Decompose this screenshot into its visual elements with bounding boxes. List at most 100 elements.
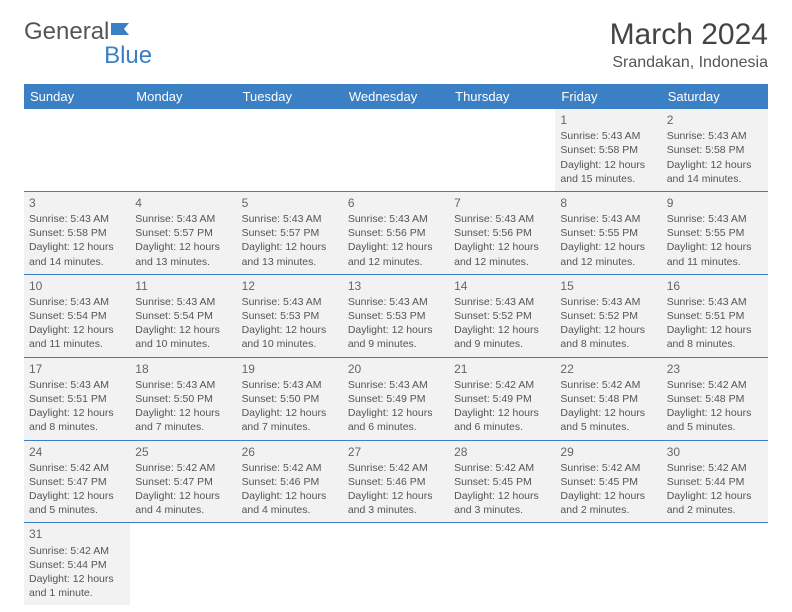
sunrise-line: Sunrise: 5:42 AM <box>454 378 550 392</box>
calendar-cell: 11Sunrise: 5:43 AMSunset: 5:54 PMDayligh… <box>130 274 236 357</box>
calendar-table: Sunday Monday Tuesday Wednesday Thursday… <box>24 84 768 605</box>
calendar-cell: 28Sunrise: 5:42 AMSunset: 5:45 PMDayligh… <box>449 440 555 523</box>
daylight-line: Daylight: 12 hours and 2 minutes. <box>667 489 763 517</box>
sunset-line: Sunset: 5:58 PM <box>29 226 125 240</box>
day-number: 17 <box>29 361 125 377</box>
day-number: 31 <box>29 526 125 542</box>
sunrise-line: Sunrise: 5:43 AM <box>560 212 656 226</box>
daylight-line: Daylight: 12 hours and 15 minutes. <box>560 158 656 186</box>
sunrise-line: Sunrise: 5:42 AM <box>560 378 656 392</box>
daylight-line: Daylight: 12 hours and 12 minutes. <box>454 240 550 268</box>
day-number: 4 <box>135 195 231 211</box>
sunrise-line: Sunrise: 5:43 AM <box>135 378 231 392</box>
sunrise-line: Sunrise: 5:42 AM <box>560 461 656 475</box>
daylight-line: Daylight: 12 hours and 11 minutes. <box>29 323 125 351</box>
calendar-cell <box>662 523 768 605</box>
sunset-line: Sunset: 5:52 PM <box>454 309 550 323</box>
sunset-line: Sunset: 5:45 PM <box>560 475 656 489</box>
sunset-line: Sunset: 5:44 PM <box>29 558 125 572</box>
day-header: Thursday <box>449 84 555 109</box>
daylight-line: Daylight: 12 hours and 9 minutes. <box>348 323 444 351</box>
day-number: 12 <box>242 278 338 294</box>
sunset-line: Sunset: 5:49 PM <box>454 392 550 406</box>
daylight-line: Daylight: 12 hours and 1 minute. <box>29 572 125 600</box>
daylight-line: Daylight: 12 hours and 8 minutes. <box>560 323 656 351</box>
sunrise-line: Sunrise: 5:43 AM <box>348 212 444 226</box>
calendar-cell: 2Sunrise: 5:43 AMSunset: 5:58 PMDaylight… <box>662 109 768 191</box>
daylight-line: Daylight: 12 hours and 4 minutes. <box>135 489 231 517</box>
calendar-cell: 13Sunrise: 5:43 AMSunset: 5:53 PMDayligh… <box>343 274 449 357</box>
calendar-cell <box>130 109 236 191</box>
calendar-body: 1Sunrise: 5:43 AMSunset: 5:58 PMDaylight… <box>24 109 768 605</box>
sunset-line: Sunset: 5:53 PM <box>348 309 444 323</box>
calendar-cell: 24Sunrise: 5:42 AMSunset: 5:47 PMDayligh… <box>24 440 130 523</box>
sunrise-line: Sunrise: 5:42 AM <box>667 461 763 475</box>
day-header: Sunday <box>24 84 130 109</box>
page-title: March 2024 <box>610 18 768 52</box>
daylight-line: Daylight: 12 hours and 14 minutes. <box>667 158 763 186</box>
sunrise-line: Sunrise: 5:43 AM <box>560 129 656 143</box>
day-header: Wednesday <box>343 84 449 109</box>
calendar-cell: 29Sunrise: 5:42 AMSunset: 5:45 PMDayligh… <box>555 440 661 523</box>
sunrise-line: Sunrise: 5:42 AM <box>454 461 550 475</box>
calendar-cell <box>24 109 130 191</box>
day-number: 15 <box>560 278 656 294</box>
daylight-line: Daylight: 12 hours and 3 minutes. <box>348 489 444 517</box>
sunrise-line: Sunrise: 5:43 AM <box>560 295 656 309</box>
sunrise-line: Sunrise: 5:43 AM <box>667 295 763 309</box>
daylight-line: Daylight: 12 hours and 7 minutes. <box>135 406 231 434</box>
day-number: 6 <box>348 195 444 211</box>
sunrise-line: Sunrise: 5:43 AM <box>135 295 231 309</box>
day-number: 7 <box>454 195 550 211</box>
sunrise-line: Sunrise: 5:42 AM <box>348 461 444 475</box>
sunrise-line: Sunrise: 5:42 AM <box>29 461 125 475</box>
calendar-cell: 12Sunrise: 5:43 AMSunset: 5:53 PMDayligh… <box>237 274 343 357</box>
daylight-line: Daylight: 12 hours and 10 minutes. <box>242 323 338 351</box>
sunrise-line: Sunrise: 5:43 AM <box>667 212 763 226</box>
calendar-cell <box>343 109 449 191</box>
sunset-line: Sunset: 5:48 PM <box>560 392 656 406</box>
calendar-cell: 4Sunrise: 5:43 AMSunset: 5:57 PMDaylight… <box>130 191 236 274</box>
calendar-cell <box>237 523 343 605</box>
sunset-line: Sunset: 5:50 PM <box>242 392 338 406</box>
calendar-cell <box>130 523 236 605</box>
calendar-row: 31 Sunrise: 5:42 AMSunset: 5:44 PMDayligh… <box>24 523 768 605</box>
sunset-line: Sunset: 5:56 PM <box>454 226 550 240</box>
calendar-cell: 27Sunrise: 5:42 AMSunset: 5:46 PMDayligh… <box>343 440 449 523</box>
day-number: 11 <box>135 278 231 294</box>
day-number: 1 <box>560 112 656 128</box>
day-number: 13 <box>348 278 444 294</box>
day-number: 24 <box>29 444 125 460</box>
daylight-line: Daylight: 12 hours and 13 minutes. <box>135 240 231 268</box>
sunset-line: Sunset: 5:58 PM <box>560 143 656 157</box>
calendar-cell: 25Sunrise: 5:42 AMSunset: 5:47 PMDayligh… <box>130 440 236 523</box>
daylight-line: Daylight: 12 hours and 6 minutes. <box>454 406 550 434</box>
sunset-line: Sunset: 5:51 PM <box>667 309 763 323</box>
calendar-cell: 19Sunrise: 5:43 AMSunset: 5:50 PMDayligh… <box>237 357 343 440</box>
day-header: Tuesday <box>237 84 343 109</box>
daylight-line: Daylight: 12 hours and 5 minutes. <box>29 489 125 517</box>
calendar-cell: 8Sunrise: 5:43 AMSunset: 5:55 PMDaylight… <box>555 191 661 274</box>
brand-part2-wrap: GeneraBlue <box>24 42 152 70</box>
sunrise-line: Sunrise: 5:42 AM <box>29 544 125 558</box>
sunset-line: Sunset: 5:45 PM <box>454 475 550 489</box>
day-number: 10 <box>29 278 125 294</box>
day-number: 26 <box>242 444 338 460</box>
day-number: 23 <box>667 361 763 377</box>
daylight-line: Daylight: 12 hours and 12 minutes. <box>348 240 444 268</box>
calendar-cell: 10Sunrise: 5:43 AMSunset: 5:54 PMDayligh… <box>24 274 130 357</box>
location-label: Srandakan, Indonesia <box>610 54 768 72</box>
sunset-line: Sunset: 5:54 PM <box>29 309 125 323</box>
sunset-line: Sunset: 5:56 PM <box>348 226 444 240</box>
day-header: Friday <box>555 84 661 109</box>
day-number: 2 <box>667 112 763 128</box>
calendar-cell: 16Sunrise: 5:43 AMSunset: 5:51 PMDayligh… <box>662 274 768 357</box>
calendar-cell: 18Sunrise: 5:43 AMSunset: 5:50 PMDayligh… <box>130 357 236 440</box>
day-number: 3 <box>29 195 125 211</box>
sunset-line: Sunset: 5:44 PM <box>667 475 763 489</box>
calendar-cell: 6Sunrise: 5:43 AMSunset: 5:56 PMDaylight… <box>343 191 449 274</box>
daylight-line: Daylight: 12 hours and 4 minutes. <box>242 489 338 517</box>
calendar-cell: 26Sunrise: 5:42 AMSunset: 5:46 PMDayligh… <box>237 440 343 523</box>
sunrise-line: Sunrise: 5:43 AM <box>667 129 763 143</box>
sunrise-line: Sunrise: 5:43 AM <box>135 212 231 226</box>
